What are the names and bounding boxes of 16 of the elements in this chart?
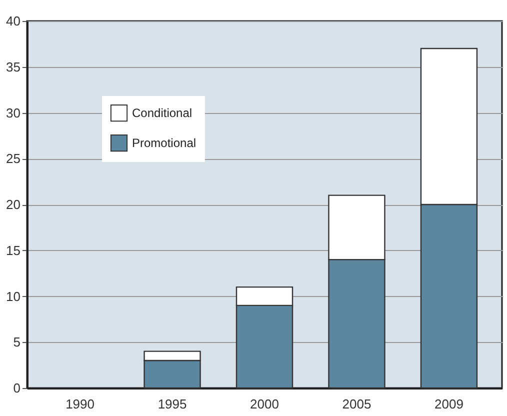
y-tick-label: 30 bbox=[6, 105, 20, 120]
y-tick-label: 25 bbox=[6, 151, 20, 166]
x-tick-label: 2000 bbox=[250, 396, 279, 412]
y-tick-label: 35 bbox=[6, 59, 20, 74]
y-tick-label: 0 bbox=[13, 380, 20, 396]
x-tick-label: 2009 bbox=[434, 396, 464, 412]
y-tick-label: 10 bbox=[6, 288, 20, 304]
legend-label: Promotional bbox=[132, 136, 196, 150]
legend-label: Conditional bbox=[132, 106, 192, 120]
x-tick-label: 2005 bbox=[342, 396, 372, 412]
x-tick-label: 1995 bbox=[158, 396, 187, 412]
x-tick-label: 1990 bbox=[66, 396, 94, 412]
y-tick-label: 40 bbox=[6, 14, 20, 28]
y-tick-label: 15 bbox=[6, 242, 20, 258]
y-tick-label: 5 bbox=[13, 334, 20, 350]
y-tick-label: 20 bbox=[6, 197, 20, 212]
